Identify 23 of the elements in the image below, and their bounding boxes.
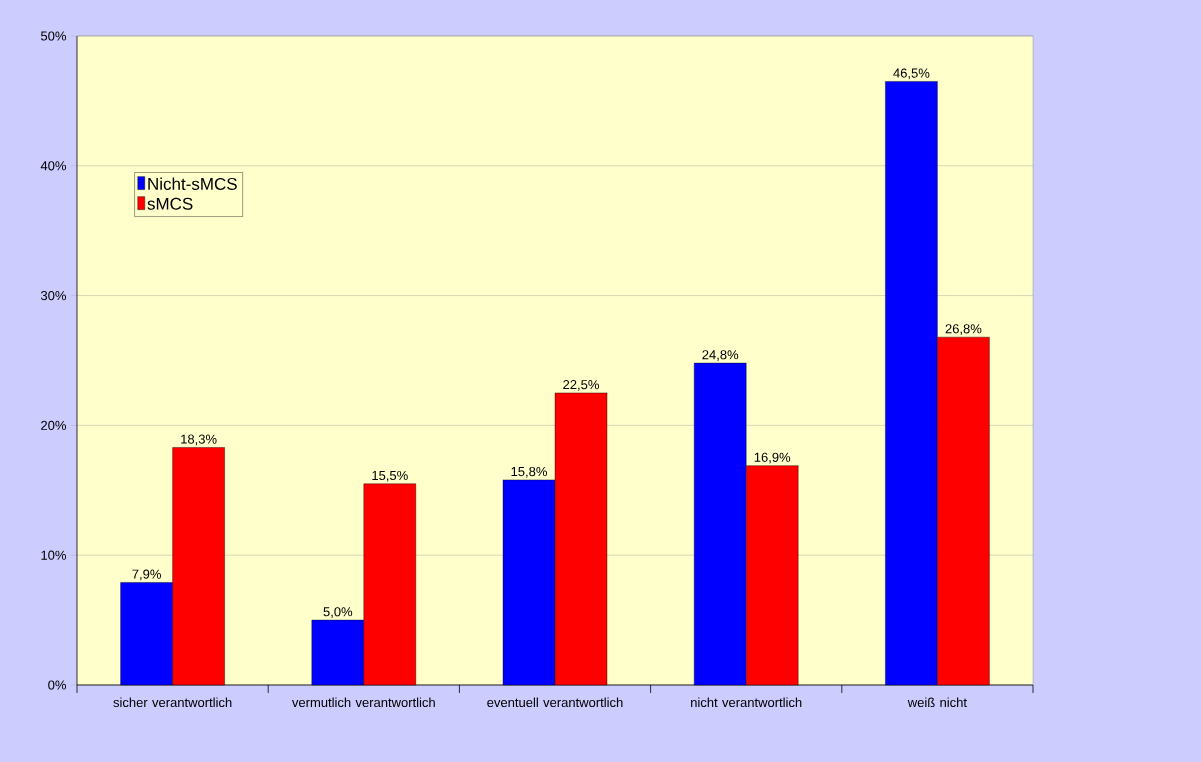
x-tick-label: eventuell verantwortlich bbox=[487, 697, 623, 708]
data-label: 26,8% bbox=[945, 324, 982, 335]
data-label: 22,5% bbox=[563, 379, 599, 391]
data-label: 5,0% bbox=[323, 607, 353, 618]
y-tick-label: 0% bbox=[48, 680, 67, 690]
data-label: 16,9% bbox=[754, 452, 791, 464]
data-label: 15,8% bbox=[511, 466, 547, 478]
y-tick-label: 40% bbox=[40, 161, 67, 171]
x-tick-label: weiß nicht bbox=[907, 697, 967, 708]
y-tick-label: 20% bbox=[41, 420, 67, 430]
data-label: 7,9% bbox=[132, 569, 161, 581]
data-label: 18,3% bbox=[181, 434, 217, 446]
data-label: 15,5% bbox=[372, 470, 408, 482]
x-tick-label: vermutlich verantwortlich bbox=[291, 697, 435, 708]
y-tick-label: 30% bbox=[40, 290, 67, 301]
y-tick-label: 10% bbox=[41, 550, 67, 560]
x-tick-label: sicher verantwortlich bbox=[113, 697, 232, 708]
data-label: 46,5% bbox=[893, 68, 930, 80]
y-tick-label: 50% bbox=[40, 31, 67, 41]
legend-label: sMCS bbox=[147, 197, 193, 210]
x-tick-label: nicht verantwortlich bbox=[691, 697, 802, 708]
data-label: 24,8% bbox=[702, 350, 739, 361]
legend-label: Nicht-sMCS bbox=[148, 177, 237, 190]
